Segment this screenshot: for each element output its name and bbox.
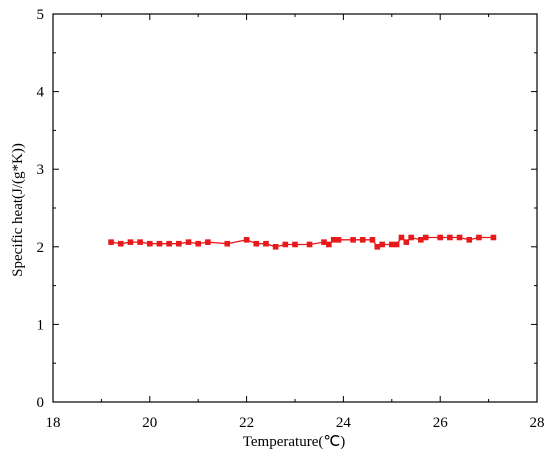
x-tick-label: 20 — [142, 415, 157, 431]
data-point — [393, 241, 400, 248]
data-point — [117, 240, 124, 247]
data-point — [490, 234, 497, 241]
data-point — [403, 239, 410, 245]
data-point — [321, 239, 327, 245]
data-point — [156, 240, 163, 247]
data-point — [205, 239, 211, 245]
y-tick-label: 4 — [37, 85, 45, 101]
data-point — [326, 241, 332, 248]
data-point — [335, 237, 342, 243]
data-point — [108, 239, 114, 245]
x-axis-title: Temperature(℃) — [243, 434, 345, 450]
data-point — [398, 234, 405, 241]
y-tick-label: 3 — [37, 162, 45, 178]
data-point — [437, 234, 443, 241]
data-point — [447, 234, 453, 241]
data-point — [389, 241, 395, 248]
data-point — [408, 234, 414, 241]
data-point — [243, 237, 250, 243]
y-tick-label: 5 — [37, 7, 45, 23]
data-point — [137, 239, 143, 245]
x-tick-label: 24 — [336, 415, 352, 431]
data-point — [185, 239, 192, 245]
data-point — [422, 234, 429, 241]
data-point — [176, 240, 182, 247]
data-point — [282, 241, 289, 248]
data-point — [466, 237, 473, 243]
plot-area: 18 20 22 24 26 28 0 1 2 3 4 5 — [37, 7, 545, 431]
data-point — [418, 237, 424, 243]
data-point — [379, 241, 385, 248]
data-point — [263, 240, 269, 247]
plot-frame — [52, 13, 538, 403]
data-point — [147, 240, 153, 247]
data-point — [195, 240, 201, 247]
x-tick-label: 26 — [433, 415, 449, 431]
y-tick-label: 0 — [37, 395, 45, 411]
data-point — [359, 237, 366, 243]
y-tick-label: 1 — [37, 317, 45, 333]
y-axis-title: Specific heat(J/(g*K)) — [10, 143, 26, 277]
data-point — [369, 237, 376, 243]
data-point — [127, 239, 134, 245]
data-point — [330, 237, 337, 243]
data-point — [253, 240, 260, 247]
data-point — [166, 240, 172, 247]
x-tick-label: 28 — [530, 415, 545, 431]
data-point — [224, 240, 231, 247]
data-point — [374, 244, 381, 250]
data-point — [350, 237, 356, 243]
data-point — [476, 234, 482, 241]
data-point — [272, 244, 279, 250]
data-point — [292, 241, 298, 248]
data-point — [306, 241, 313, 248]
x-tick-label: 22 — [239, 415, 254, 431]
data-point — [456, 234, 463, 241]
x-tick-label: 18 — [46, 415, 61, 431]
y-tick-label: 2 — [37, 240, 45, 256]
